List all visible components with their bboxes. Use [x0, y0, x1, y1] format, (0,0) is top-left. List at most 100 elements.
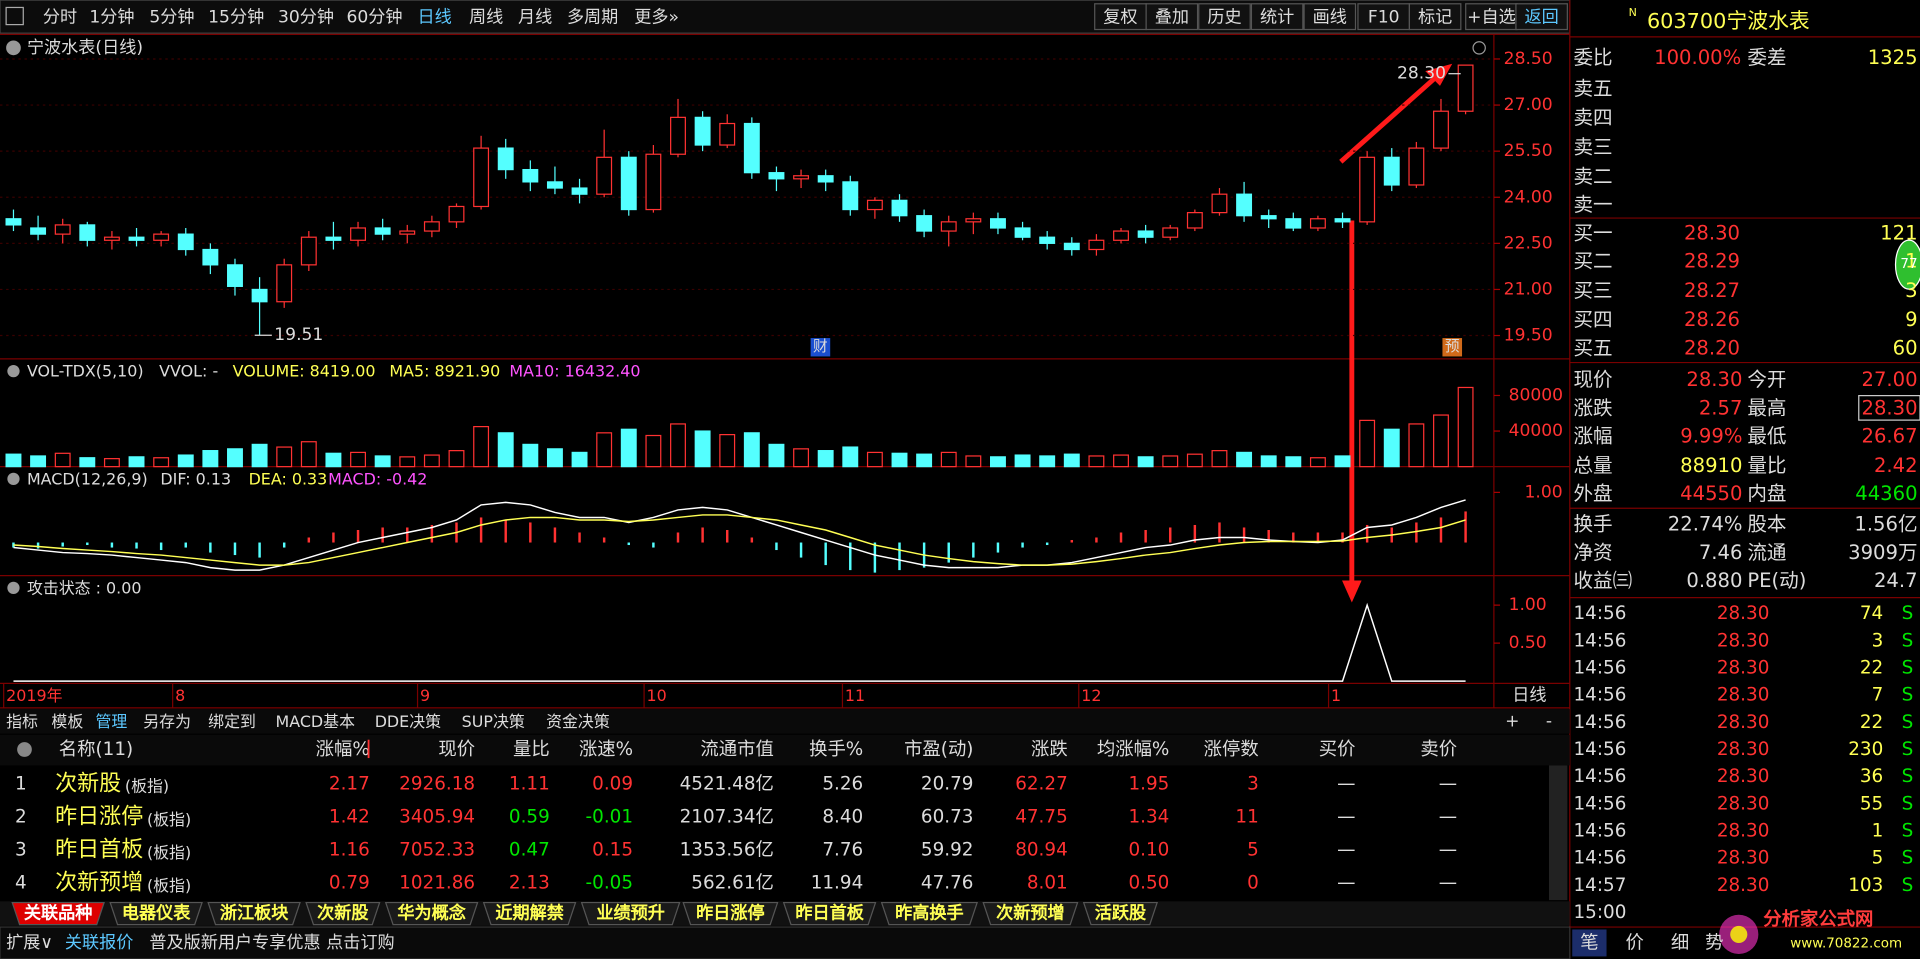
sector-tab[interactable]: 关联品种	[24, 903, 92, 924]
indicator-tab[interactable]: 另存为	[143, 712, 191, 731]
sector-tab-bg[interactable]	[982, 901, 1079, 926]
indicator-tab[interactable]: 资金决策	[546, 712, 610, 731]
sector-tab[interactable]: 近期解禁	[495, 903, 563, 924]
toolbar-item[interactable]: 分时	[43, 7, 77, 27]
column-header[interactable]: 量比	[513, 739, 550, 760]
event-marker-bg[interactable]	[1442, 338, 1463, 357]
indicator-tab[interactable]: 管理	[96, 712, 128, 731]
toolbar-button[interactable]	[1250, 3, 1304, 31]
sector-tab-bg[interactable]	[880, 901, 978, 926]
sector-tab-bg[interactable]	[580, 901, 681, 926]
sector-tab-bg[interactable]	[782, 901, 877, 926]
column-header[interactable]: 现价	[438, 739, 475, 760]
sector-tab-bg[interactable]	[109, 901, 203, 926]
toolbar-button[interactable]	[1198, 3, 1251, 31]
toolbar-button-label[interactable]: 历史	[1207, 7, 1241, 27]
sector-tab-bg[interactable]	[384, 901, 479, 926]
indicator-icon[interactable]	[7, 472, 20, 486]
toolbar-button[interactable]	[1303, 3, 1357, 31]
column-header[interactable]: 市盈(动)	[904, 739, 973, 760]
sector-tab-bg[interactable]	[682, 901, 779, 926]
sector-tab-bg[interactable]	[1082, 901, 1158, 926]
scrollbar[interactable]	[1548, 765, 1568, 901]
event-marker[interactable]: 预	[1445, 338, 1460, 355]
badge[interactable]: 77	[1900, 257, 1917, 272]
toolbar-button-label[interactable]: +自选	[1467, 7, 1516, 27]
column-header[interactable]: 卖价	[1420, 739, 1457, 760]
column-header[interactable]: 流通市值	[700, 739, 773, 760]
zoom-button[interactable]: +	[1505, 711, 1519, 731]
toolbar-button-label[interactable]: 统计	[1260, 7, 1294, 27]
column-header[interactable]: 买价	[1319, 739, 1356, 760]
toolbar-button-label[interactable]: 标记	[1418, 7, 1452, 27]
indicator-tab[interactable]: 模板	[51, 712, 83, 731]
toolbar-item[interactable]: 多周期	[567, 7, 618, 27]
toolbar-button-label[interactable]: 复权	[1103, 7, 1137, 27]
indicator-tab[interactable]: 绑定到	[208, 712, 256, 731]
title-icon[interactable]	[6, 40, 21, 56]
panel-icon[interactable]	[1472, 41, 1486, 55]
column-header[interactable]: 涨停数	[1204, 739, 1259, 760]
row-name[interactable]: 次新预增	[55, 870, 143, 895]
sector-tab-bg[interactable]	[482, 901, 577, 926]
badge-bg[interactable]	[1894, 239, 1920, 290]
column-header[interactable]: 名称(11)	[59, 739, 133, 760]
toolbar-item[interactable]: 日线	[418, 7, 452, 27]
status-item[interactable]: 扩展∨	[6, 933, 53, 953]
toolbar-button[interactable]	[1094, 3, 1147, 31]
sector-tab-bg[interactable]	[305, 901, 381, 926]
sector-tab-bg[interactable]	[207, 901, 301, 926]
toolbar-item[interactable]: 5分钟	[149, 7, 194, 27]
indicator-icon[interactable]	[7, 365, 20, 378]
menu-icon[interactable]	[5, 6, 24, 26]
column-header[interactable]: 涨速%	[579, 739, 633, 760]
indicator-tab[interactable]: MACD基本	[276, 712, 356, 731]
toolbar-item[interactable]: 30分钟	[278, 7, 334, 27]
toolbar-button[interactable]	[1515, 3, 1568, 31]
column-header[interactable]: 换手%	[809, 739, 863, 760]
status-item[interactable]: 关联报价	[65, 933, 133, 953]
toolbar-item[interactable]: 周线	[469, 7, 503, 27]
event-marker[interactable]: 财	[813, 338, 828, 355]
toolbar-button-label[interactable]: 返回	[1525, 7, 1559, 27]
toolbar-item[interactable]: 1分钟	[89, 7, 134, 27]
indicator-tab[interactable]: DDE决策	[375, 712, 441, 731]
toolbar-button-label[interactable]: 画线	[1313, 7, 1347, 27]
toolbar-item[interactable]: 60分钟	[347, 7, 403, 27]
column-header[interactable]: 均涨幅%	[1097, 739, 1170, 760]
toolbar-button-label[interactable]: 叠加	[1155, 7, 1189, 27]
toolbar-item[interactable]: 更多»	[634, 7, 679, 27]
row-name[interactable]: 次新股	[55, 771, 121, 796]
indicator-icon[interactable]	[7, 581, 20, 594]
row-name[interactable]: 昨日涨停	[55, 804, 143, 829]
sector-tab[interactable]: 电器仪表	[122, 903, 191, 924]
toolbar-button[interactable]	[1465, 3, 1518, 31]
zoom-button[interactable]: -	[1546, 711, 1552, 731]
sector-tab[interactable]: 活跃股	[1095, 903, 1147, 924]
toolbar-item[interactable]: 月线	[518, 7, 552, 27]
toolbar-button[interactable]	[1145, 3, 1199, 31]
quote-tab[interactable]: 细	[1671, 932, 1689, 953]
event-marker-bg[interactable]	[810, 338, 831, 357]
column-header[interactable]: 涨幅%	[316, 739, 370, 760]
tab-active-bg[interactable]	[1572, 929, 1607, 957]
column-header[interactable]: 涨跌	[1031, 739, 1068, 760]
quote-tab[interactable]: 价	[1626, 932, 1644, 953]
quote-tab[interactable]: 笔	[1580, 932, 1598, 953]
sector-tab[interactable]: 华为概念	[397, 903, 466, 924]
toolbar-item[interactable]: 15分钟	[208, 7, 264, 27]
sector-tab[interactable]: 昨日首板	[795, 903, 864, 924]
sector-tab[interactable]: 昨日涨停	[696, 903, 764, 924]
sector-tab[interactable]: 次新预增	[996, 903, 1065, 924]
sector-tab-bg[interactable]	[11, 901, 105, 926]
sector-tab[interactable]: 业绩预升	[596, 903, 665, 924]
sector-tab[interactable]: 昨高换手	[895, 903, 964, 924]
indicator-tab[interactable]: 指标	[6, 712, 38, 731]
sector-tab[interactable]: 浙江板块	[220, 903, 289, 924]
sector-tab[interactable]: 次新股	[317, 903, 369, 924]
settings-icon[interactable]	[17, 742, 32, 757]
quote-tab[interactable]: 势	[1705, 932, 1723, 953]
row-name[interactable]: 昨日首板	[55, 837, 143, 862]
toolbar-button-label[interactable]: F10	[1368, 7, 1400, 27]
status-item[interactable]: 普及版新用户专享优惠 点击订购	[149, 933, 394, 953]
